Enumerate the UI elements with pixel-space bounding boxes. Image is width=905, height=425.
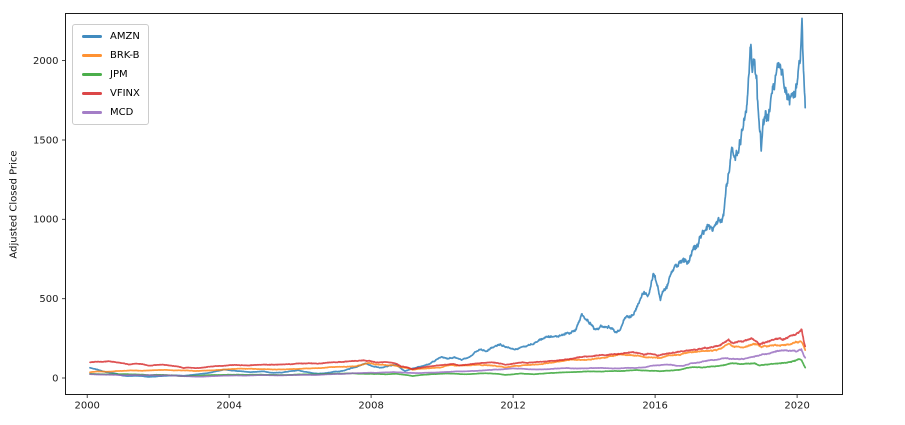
x-tick-label: 2020 (784, 401, 809, 412)
legend-label: BRK-B (110, 50, 140, 61)
x-tick-label: 2008 (358, 401, 383, 412)
legend-label: VFINX (110, 88, 140, 99)
x-tick-label: 2000 (74, 401, 99, 412)
legend-item-vfinx: VFINX (82, 88, 142, 99)
y-tick-label: 0 (52, 373, 58, 384)
legend-item-brk-b: BRK-B (82, 50, 142, 61)
legend-swatch-mcd (82, 111, 102, 114)
y-tick-label: 2000 (33, 56, 58, 67)
y-tick-label: 500 (39, 294, 58, 305)
x-tick-label: 2016 (642, 401, 667, 412)
legend: AMZN BRK-B JPM VFINX MCD (72, 24, 149, 125)
legend-label: JPM (110, 69, 128, 80)
y-axis-label: Adjusted Closed Price (8, 150, 20, 259)
legend-item-jpm: JPM (82, 69, 142, 80)
legend-label: AMZN (110, 31, 140, 42)
legend-swatch-jpm (82, 73, 102, 76)
x-tick-label: 2012 (500, 401, 525, 412)
series-line-mcd (89, 348, 807, 378)
series-line-amzn (89, 17, 807, 378)
legend-label: MCD (110, 107, 134, 118)
series-line-vfinx (89, 328, 807, 371)
y-tick-label: 1500 (33, 135, 58, 146)
axes-spines (65, 13, 843, 395)
series-line-jpm (89, 358, 807, 378)
legend-swatch-amzn (82, 35, 102, 38)
legend-swatch-brk-b (82, 54, 102, 57)
x-tick-label: 2004 (216, 401, 241, 412)
y-tick-label: 1000 (33, 215, 58, 226)
legend-swatch-vfinx (82, 92, 102, 95)
legend-item-amzn: AMZN (82, 31, 142, 42)
legend-item-mcd: MCD (82, 107, 142, 118)
